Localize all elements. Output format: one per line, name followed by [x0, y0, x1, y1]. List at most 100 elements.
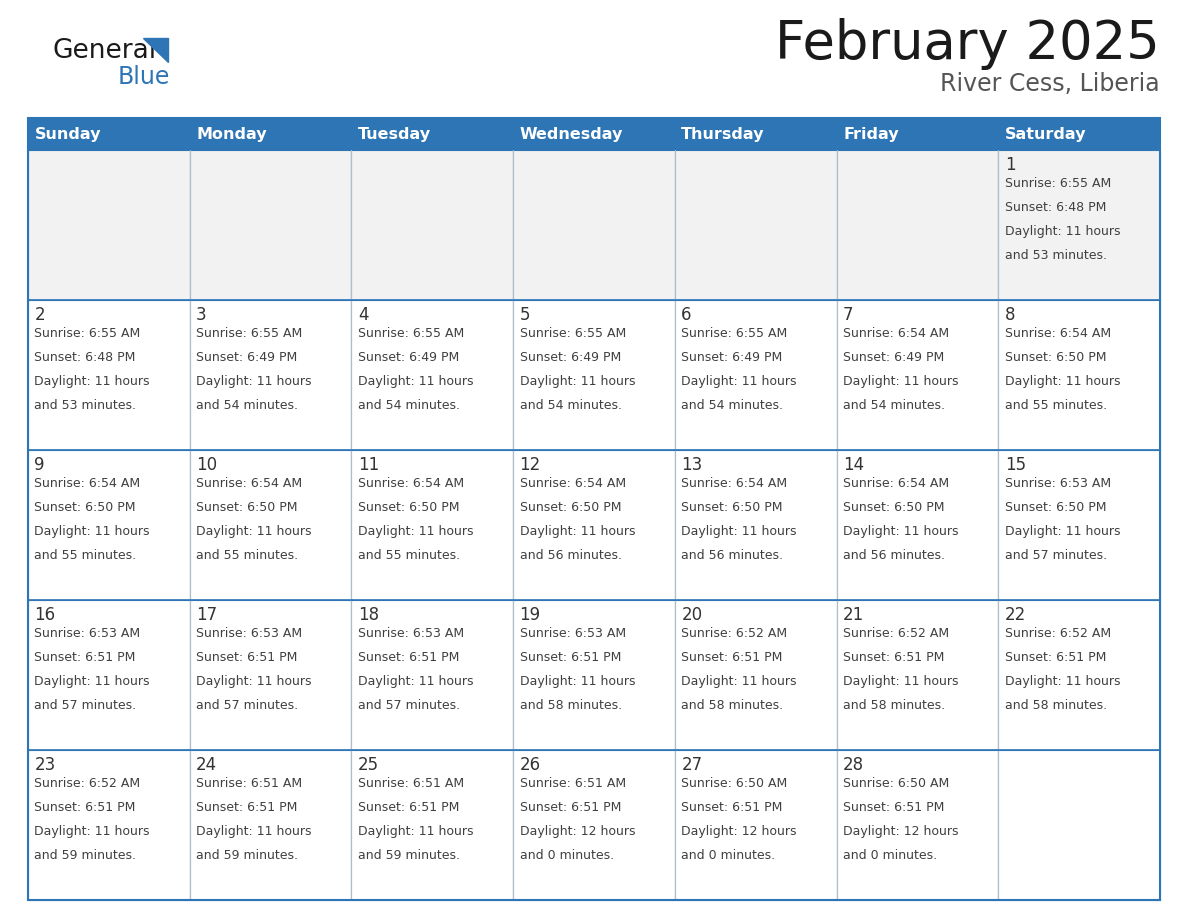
Text: 26: 26 — [519, 756, 541, 774]
Text: Sunset: 6:49 PM: Sunset: 6:49 PM — [519, 351, 621, 364]
Text: Friday: Friday — [843, 127, 898, 141]
Text: 18: 18 — [358, 606, 379, 624]
Text: and 57 minutes.: and 57 minutes. — [358, 699, 460, 712]
Text: and 57 minutes.: and 57 minutes. — [34, 699, 137, 712]
Text: Daylight: 11 hours: Daylight: 11 hours — [1005, 375, 1120, 388]
Bar — [29, 150, 190, 300]
Text: 1: 1 — [1005, 156, 1016, 174]
Text: Daylight: 11 hours: Daylight: 11 hours — [358, 675, 473, 688]
Text: Sunrise: 6:52 AM: Sunrise: 6:52 AM — [682, 627, 788, 640]
Text: Sunrise: 6:55 AM: Sunrise: 6:55 AM — [358, 327, 465, 340]
Text: Daylight: 11 hours: Daylight: 11 hours — [843, 525, 959, 538]
Text: Sunset: 6:50 PM: Sunset: 6:50 PM — [1005, 501, 1106, 514]
Text: and 53 minutes.: and 53 minutes. — [34, 399, 137, 412]
Bar — [513, 750, 675, 900]
Bar — [29, 118, 190, 150]
Text: Sunrise: 6:53 AM: Sunrise: 6:53 AM — [1005, 477, 1111, 490]
Text: Saturday: Saturday — [1005, 127, 1086, 141]
Text: Daylight: 11 hours: Daylight: 11 hours — [196, 675, 311, 688]
Text: Sunrise: 6:54 AM: Sunrise: 6:54 AM — [358, 477, 465, 490]
Text: and 54 minutes.: and 54 minutes. — [682, 399, 783, 412]
Text: Daylight: 11 hours: Daylight: 11 hours — [519, 375, 636, 388]
Text: and 57 minutes.: and 57 minutes. — [1005, 549, 1107, 562]
Text: 7: 7 — [843, 306, 853, 324]
Text: 20: 20 — [682, 606, 702, 624]
Text: Sunrise: 6:54 AM: Sunrise: 6:54 AM — [843, 477, 949, 490]
Bar — [190, 600, 352, 750]
Text: Sunrise: 6:54 AM: Sunrise: 6:54 AM — [519, 477, 626, 490]
Text: Sunset: 6:51 PM: Sunset: 6:51 PM — [1005, 651, 1106, 664]
Text: and 0 minutes.: and 0 minutes. — [843, 849, 937, 862]
Text: Daylight: 11 hours: Daylight: 11 hours — [358, 525, 473, 538]
Text: Sunrise: 6:54 AM: Sunrise: 6:54 AM — [682, 477, 788, 490]
Bar — [29, 300, 190, 450]
Text: Sunset: 6:51 PM: Sunset: 6:51 PM — [519, 801, 621, 814]
Text: Sunset: 6:51 PM: Sunset: 6:51 PM — [519, 651, 621, 664]
Bar — [190, 300, 352, 450]
Text: Sunset: 6:48 PM: Sunset: 6:48 PM — [34, 351, 135, 364]
Bar — [836, 750, 998, 900]
Bar — [190, 450, 352, 600]
Text: and 59 minutes.: and 59 minutes. — [34, 849, 137, 862]
Text: and 58 minutes.: and 58 minutes. — [682, 699, 783, 712]
Text: Daylight: 11 hours: Daylight: 11 hours — [519, 525, 636, 538]
Text: Sunrise: 6:50 AM: Sunrise: 6:50 AM — [682, 777, 788, 790]
Text: 17: 17 — [196, 606, 217, 624]
Text: Blue: Blue — [118, 65, 170, 89]
Text: Daylight: 11 hours: Daylight: 11 hours — [34, 825, 150, 838]
Text: Sunset: 6:51 PM: Sunset: 6:51 PM — [196, 651, 297, 664]
Bar — [998, 750, 1159, 900]
Text: 15: 15 — [1005, 456, 1026, 474]
Text: Sunset: 6:50 PM: Sunset: 6:50 PM — [196, 501, 298, 514]
Bar — [998, 450, 1159, 600]
Bar — [836, 300, 998, 450]
Text: Sunrise: 6:53 AM: Sunrise: 6:53 AM — [358, 627, 465, 640]
Text: Sunset: 6:51 PM: Sunset: 6:51 PM — [34, 651, 135, 664]
Text: River Cess, Liberia: River Cess, Liberia — [941, 72, 1159, 96]
Text: and 56 minutes.: and 56 minutes. — [843, 549, 944, 562]
Text: Daylight: 11 hours: Daylight: 11 hours — [34, 525, 150, 538]
Text: Sunrise: 6:55 AM: Sunrise: 6:55 AM — [196, 327, 303, 340]
Text: Sunrise: 6:52 AM: Sunrise: 6:52 AM — [1005, 627, 1111, 640]
Text: and 59 minutes.: and 59 minutes. — [358, 849, 460, 862]
Bar — [675, 750, 836, 900]
Bar — [998, 118, 1159, 150]
Text: Daylight: 12 hours: Daylight: 12 hours — [682, 825, 797, 838]
Text: 13: 13 — [682, 456, 702, 474]
Bar — [352, 600, 513, 750]
Bar — [998, 150, 1159, 300]
Bar — [352, 150, 513, 300]
Text: Daylight: 11 hours: Daylight: 11 hours — [196, 825, 311, 838]
Text: Sunrise: 6:54 AM: Sunrise: 6:54 AM — [843, 327, 949, 340]
Text: Daylight: 11 hours: Daylight: 11 hours — [196, 375, 311, 388]
Text: Sunrise: 6:55 AM: Sunrise: 6:55 AM — [519, 327, 626, 340]
Bar — [513, 118, 675, 150]
Polygon shape — [143, 38, 168, 62]
Text: 21: 21 — [843, 606, 865, 624]
Bar — [675, 118, 836, 150]
Text: Daylight: 11 hours: Daylight: 11 hours — [196, 525, 311, 538]
Text: Monday: Monday — [196, 127, 267, 141]
Text: 14: 14 — [843, 456, 864, 474]
Text: 9: 9 — [34, 456, 45, 474]
Text: Daylight: 11 hours: Daylight: 11 hours — [682, 675, 797, 688]
Bar — [998, 300, 1159, 450]
Text: 22: 22 — [1005, 606, 1026, 624]
Bar — [352, 118, 513, 150]
Text: Sunset: 6:49 PM: Sunset: 6:49 PM — [196, 351, 297, 364]
Bar — [352, 300, 513, 450]
Bar — [675, 600, 836, 750]
Text: Daylight: 12 hours: Daylight: 12 hours — [519, 825, 636, 838]
Bar — [190, 118, 352, 150]
Bar — [836, 150, 998, 300]
Bar — [675, 300, 836, 450]
Text: 27: 27 — [682, 756, 702, 774]
Bar — [29, 750, 190, 900]
Text: Sunrise: 6:54 AM: Sunrise: 6:54 AM — [34, 477, 140, 490]
Text: Daylight: 11 hours: Daylight: 11 hours — [1005, 675, 1120, 688]
Text: Sunset: 6:50 PM: Sunset: 6:50 PM — [843, 501, 944, 514]
Text: and 54 minutes.: and 54 minutes. — [843, 399, 944, 412]
Text: Sunset: 6:51 PM: Sunset: 6:51 PM — [682, 651, 783, 664]
Text: 10: 10 — [196, 456, 217, 474]
Text: Sunrise: 6:53 AM: Sunrise: 6:53 AM — [34, 627, 140, 640]
